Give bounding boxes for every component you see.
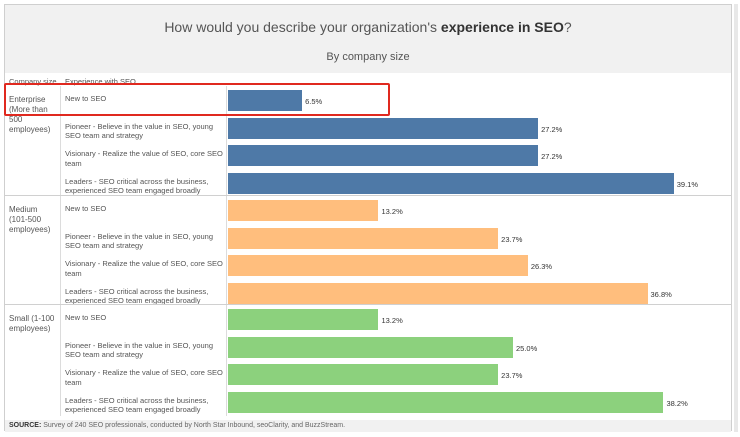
chart-subtitle: By company size <box>326 51 410 63</box>
bar[interactable] <box>228 255 528 276</box>
bar[interactable] <box>228 364 499 385</box>
group-label: Medium (101-500 employees) <box>9 205 51 234</box>
value-label: 36.8% <box>650 289 672 299</box>
bar[interactable] <box>228 172 674 194</box>
value-label: 23.7% <box>501 371 523 380</box>
chart-title-prefix: How would you describe your organization… <box>164 19 441 35</box>
value-label: 27.2% <box>541 152 563 161</box>
value-label: 13.2% <box>381 316 403 325</box>
value-label: 25.0% <box>516 343 538 353</box>
divider-group-column <box>60 86 61 416</box>
source-label: SOURCE: <box>9 422 42 429</box>
bar[interactable] <box>228 227 499 249</box>
value-label: 6.5% <box>305 97 323 106</box>
bar[interactable] <box>228 117 539 139</box>
row-label: Leaders - SEO critical across the busine… <box>65 176 209 196</box>
value-label: 23.7% <box>501 234 523 244</box>
bar[interactable] <box>228 282 648 304</box>
row-label: Visionary - Realize the value of SEO, co… <box>65 259 223 278</box>
row-label: New to SEO <box>65 94 107 103</box>
chart-title-bold: experience in SEO <box>440 19 564 35</box>
bar[interactable] <box>228 391 664 413</box>
source-text: Survey of 240 SEO professionals, conduct… <box>41 422 346 429</box>
row-label: Pioneer - Believe in the value in SEO, y… <box>65 121 214 141</box>
bar[interactable] <box>228 90 303 111</box>
bar[interactable] <box>228 309 379 330</box>
value-label: 39.1% <box>676 179 699 189</box>
bar[interactable] <box>228 200 379 221</box>
bar[interactable] <box>228 145 539 166</box>
highlight-box <box>4 83 390 116</box>
row-label: New to SEO <box>65 204 107 213</box>
header-company-size: Company size <box>9 77 57 86</box>
header-experience: Experience with SEO <box>65 77 136 86</box>
row-label: Leaders - SEO critical across the busine… <box>65 395 209 415</box>
row-label: Pioneer - Believe in the value in SEO, y… <box>65 231 214 251</box>
group-separator <box>5 195 731 196</box>
row-label: Pioneer - Believe in the value in SEO, y… <box>65 340 214 360</box>
divider-label-column <box>226 86 227 416</box>
group-label: Enterprise (More than 500 employees) <box>9 95 51 134</box>
chart-title-suffix: ? <box>563 19 572 35</box>
row-label: New to SEO <box>65 313 107 322</box>
group-label: Small (1-100 employees) <box>9 314 55 333</box>
source-note: SOURCE: Survey of 240 SEO professionals,… <box>5 420 731 432</box>
chart-title: How would you describe your organization… <box>5 19 731 35</box>
value-label: 26.3% <box>530 262 553 271</box>
value-label: 13.2% <box>381 207 403 216</box>
row-label: Visionary - Realize the value of SEO, co… <box>65 149 223 168</box>
value-label: 27.2% <box>541 124 563 134</box>
group-separator <box>5 304 731 305</box>
title-area: How would you describe your organization… <box>5 5 731 73</box>
bar[interactable] <box>228 336 513 358</box>
row-label: Visionary - Realize the value of SEO, co… <box>65 368 223 387</box>
value-label: 38.2% <box>666 398 688 408</box>
row-label: Leaders - SEO critical across the busine… <box>65 286 209 306</box>
scrollbar[interactable] <box>734 4 738 432</box>
